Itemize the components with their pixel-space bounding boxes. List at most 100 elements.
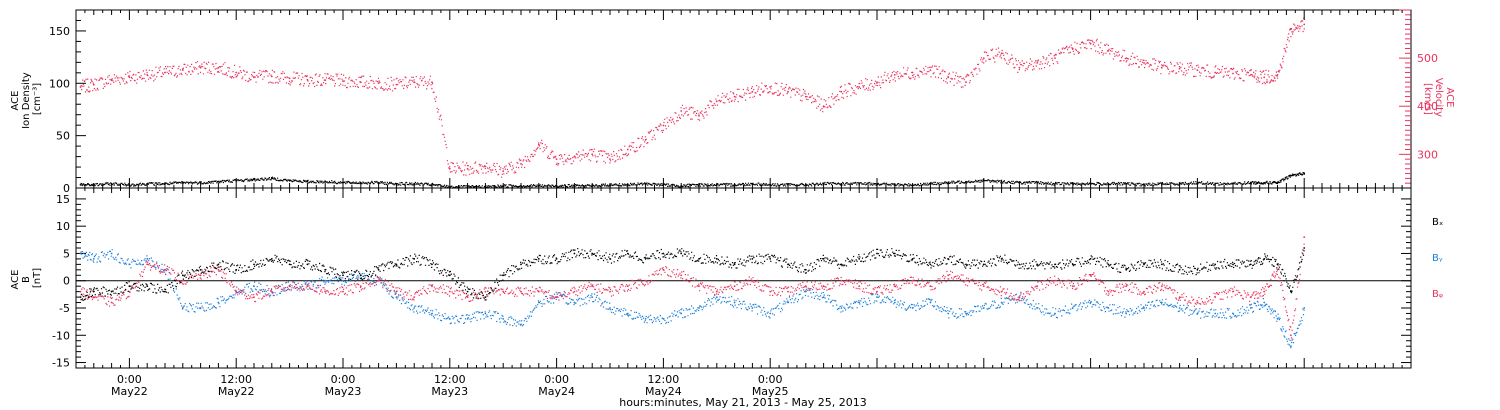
- b-field-tick-label: 10: [56, 220, 70, 233]
- data-point: [626, 285, 629, 288]
- data-point: [822, 258, 825, 260]
- data-point: [288, 263, 291, 266]
- data-point: [591, 296, 594, 298]
- data-point: [79, 184, 82, 186]
- data-point: [698, 114, 700, 117]
- data-point: [644, 139, 647, 141]
- data-point: [537, 290, 540, 293]
- data-point: [769, 290, 772, 293]
- data-point: [164, 290, 166, 293]
- data-point: [1125, 285, 1128, 288]
- data-point: [431, 285, 433, 288]
- data-point: [537, 143, 540, 146]
- data-point: [217, 263, 220, 266]
- data-point: [270, 290, 273, 293]
- data-point: [288, 179, 291, 182]
- data-point: [609, 307, 611, 309]
- data-point: [555, 258, 558, 260]
- data-point: [270, 75, 273, 78]
- data-point: [609, 158, 611, 161]
- data-point: [1125, 268, 1128, 271]
- data-point: [235, 268, 238, 271]
- data-point: [929, 301, 932, 304]
- data-point: [466, 167, 469, 170]
- data-point: [1303, 247, 1306, 249]
- data-point: [1160, 263, 1163, 266]
- data-point: [1160, 301, 1163, 304]
- data-point: [929, 285, 932, 288]
- data-point: [573, 155, 576, 158]
- data-point: [448, 274, 451, 277]
- data-point: [626, 148, 629, 151]
- data-point: [413, 296, 416, 298]
- data-point: [1054, 263, 1056, 266]
- data-point: [715, 100, 718, 103]
- data-point: [609, 258, 611, 260]
- data-point: [769, 86, 772, 88]
- data-point: [1071, 263, 1074, 266]
- data-point: [947, 76, 950, 79]
- data-point: [1276, 318, 1279, 320]
- data-point: [1290, 334, 1292, 337]
- time-tick-label: 12:00: [434, 373, 466, 386]
- data-point: [395, 83, 398, 86]
- data-point: [965, 263, 967, 266]
- data-point: [199, 307, 202, 309]
- data-point: [466, 296, 469, 298]
- data-point: [751, 90, 754, 93]
- date-tick-label: May24: [645, 385, 682, 398]
- data-point: [502, 274, 505, 277]
- data-point: [235, 71, 238, 74]
- data-point: [965, 81, 967, 84]
- data-point: [947, 312, 950, 315]
- data-point: [395, 263, 398, 266]
- data-point: [128, 285, 131, 288]
- b-field-ticks: -15 -10 -5 0 5 10 15: [52, 193, 1411, 370]
- data-point: [662, 252, 665, 255]
- data-point: [982, 263, 985, 266]
- data-point: [1178, 268, 1181, 271]
- b-field-tick-label: 0: [63, 275, 70, 288]
- data-point: [1196, 301, 1199, 304]
- data-point: [698, 307, 700, 309]
- data-point: [787, 263, 789, 266]
- b-field-tick-label: 15: [56, 193, 70, 206]
- data-point: [342, 290, 344, 293]
- data-point: [804, 268, 807, 271]
- data-point: [644, 279, 647, 282]
- data-point: [787, 290, 789, 293]
- data-point: [181, 279, 184, 282]
- data-point: [662, 318, 665, 320]
- data-point: [1290, 290, 1292, 293]
- data-point: [573, 252, 576, 255]
- data-point: [733, 301, 736, 304]
- data-point: [1303, 23, 1306, 26]
- data-point: [715, 290, 718, 293]
- data-point: [947, 258, 950, 260]
- time-tick-label: 12:00: [220, 373, 252, 386]
- data-point: [537, 258, 540, 260]
- data-point: [733, 95, 736, 98]
- data-point: [520, 290, 522, 293]
- legend-entry: Bᵧ: [1432, 253, 1443, 264]
- time-axis: 0:00May2212:00May220:00May2312:00May230:…: [75, 10, 1412, 398]
- data-point: [787, 301, 789, 304]
- data-point: [911, 307, 914, 309]
- data-point: [79, 252, 82, 255]
- data-point: [876, 296, 878, 298]
- date-tick-label: May22: [218, 385, 255, 398]
- data-point: [876, 81, 878, 84]
- data-point: [484, 290, 487, 293]
- data-point: [253, 263, 255, 266]
- data-point: [680, 252, 683, 255]
- data-point: [1107, 307, 1110, 309]
- data-point: [431, 312, 433, 315]
- data-point: [733, 285, 736, 288]
- data-point: [79, 296, 82, 298]
- data-point: [1249, 263, 1252, 266]
- data-point: [466, 290, 469, 293]
- data-point: [644, 258, 647, 260]
- data-point: [431, 263, 433, 266]
- data-point: [626, 252, 629, 255]
- data-point: [181, 69, 184, 71]
